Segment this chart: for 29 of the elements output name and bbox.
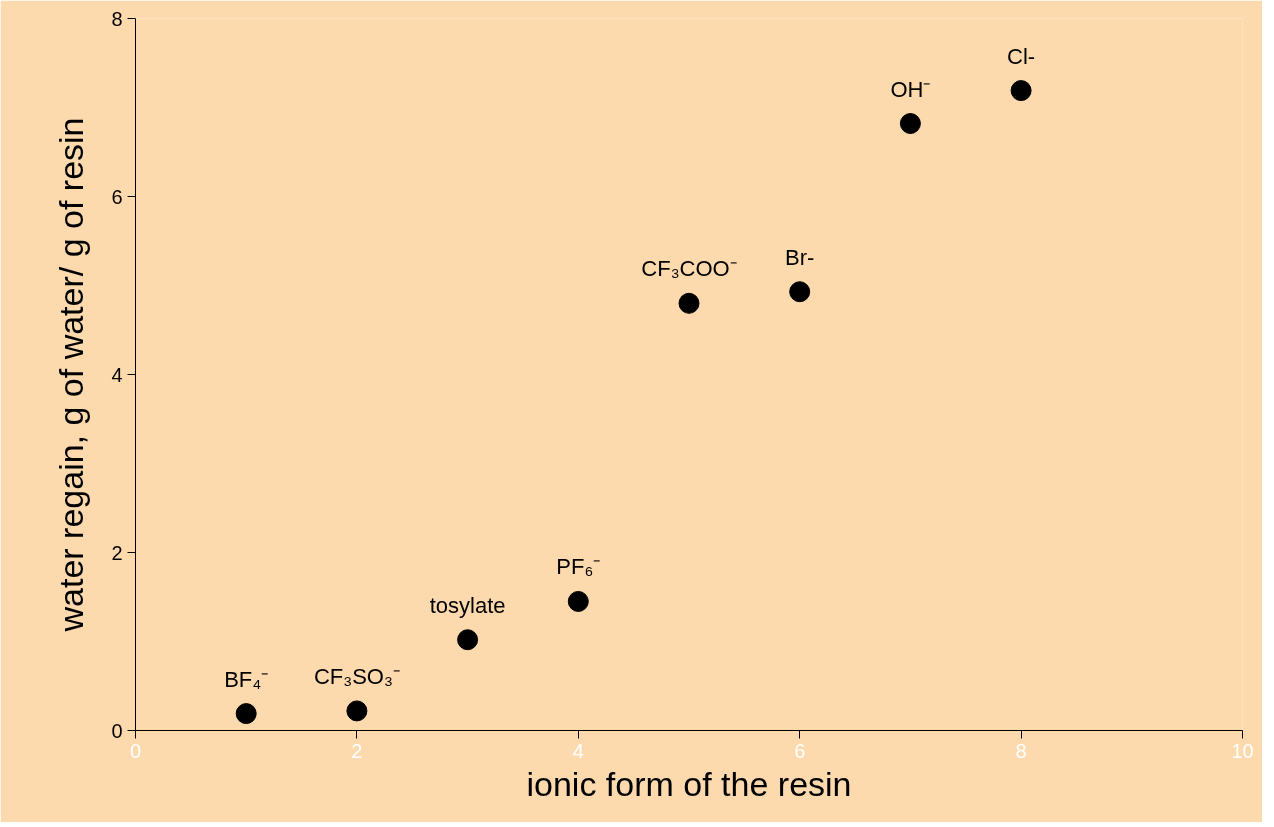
x-axis-title: ionic form of the resin <box>526 764 852 803</box>
annotation: BF₄⁻ <box>224 666 269 692</box>
annotation: CF₃COO⁻ <box>641 256 737 282</box>
annotation: tosylate <box>429 592 506 618</box>
annotation: PF₆⁻ <box>556 554 601 580</box>
y-tick-label: 6 <box>111 185 123 208</box>
point <box>789 281 811 303</box>
point <box>346 700 368 722</box>
point <box>899 113 921 134</box>
point <box>567 590 589 612</box>
point <box>235 703 257 725</box>
y-tick-label: 4 <box>111 363 123 386</box>
x-tick-label: 2 <box>351 739 363 762</box>
y-tick-label: 0 <box>111 719 123 742</box>
x-tick-label: 4 <box>572 739 584 762</box>
point <box>1010 80 1032 102</box>
point <box>678 292 700 314</box>
annotation: Br- <box>785 244 815 270</box>
annotation: Cl- <box>1007 43 1036 69</box>
annotation: CF₃SO₃⁻ <box>313 663 400 689</box>
y-axis-title: water regain, g of water/ g of resin <box>52 117 91 633</box>
y-tick-label: 8 <box>111 7 123 30</box>
y-tick-label: 2 <box>111 541 123 564</box>
x-tick-label: 8 <box>1015 739 1027 762</box>
annotation: OH⁻ <box>890 76 931 102</box>
x-tick-label: 0 <box>129 739 142 762</box>
x-tick-label: 6 <box>794 739 806 762</box>
x-tick-label: 10 <box>1231 739 1254 762</box>
point <box>457 629 479 651</box>
